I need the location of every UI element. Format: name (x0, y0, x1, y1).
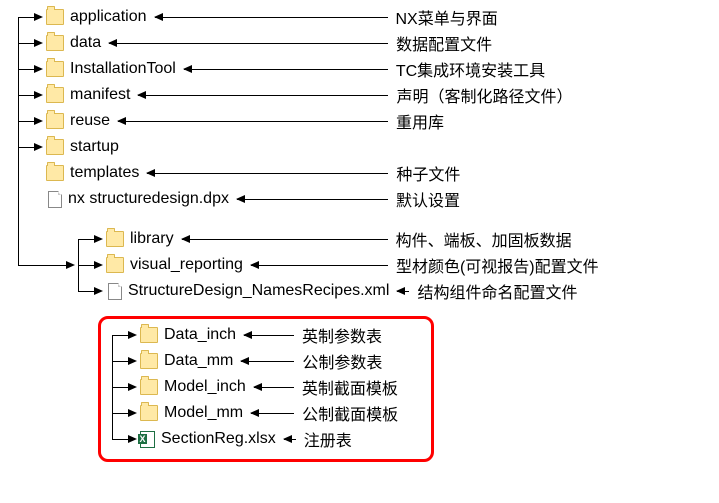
tree-hstub (78, 291, 94, 292)
tree-row: templates 种子文件 (4, 160, 719, 186)
item-name: data (70, 34, 101, 52)
item-name: manifest (70, 86, 130, 104)
item-desc: 种子文件 (396, 161, 460, 185)
file-icon (48, 191, 62, 208)
arrow-line (251, 265, 388, 266)
item-name: InstallationTool (70, 60, 176, 78)
item-desc: 重用库 (396, 109, 444, 133)
item-name: library (130, 230, 174, 248)
item-name: Data_mm (164, 352, 233, 370)
folder-icon (140, 327, 158, 343)
item-desc: 公制参数表 (302, 349, 382, 373)
arrow-line (397, 291, 409, 292)
item-desc: 英制参数表 (302, 323, 382, 347)
tree-row: library 构件、端板、加固板数据 (4, 226, 719, 252)
folder-icon (106, 231, 124, 247)
folder-icon (46, 139, 64, 155)
item-name: nx structuredesign.dpx (68, 190, 229, 208)
tree-hstub (18, 95, 34, 96)
tree-hstub (112, 361, 128, 362)
item-name: Model_mm (164, 404, 243, 422)
arrow-line (284, 439, 296, 440)
tree-hstub (18, 147, 34, 148)
tree-hstub (112, 413, 128, 414)
tree-hstub (18, 121, 34, 122)
tree-row: data 数据配置文件 (4, 30, 719, 56)
folder-icon (46, 35, 64, 51)
item-name: startup (70, 138, 119, 156)
tree-connector-h (18, 265, 66, 266)
item-desc: 默认设置 (396, 187, 460, 211)
item-desc: 注册表 (304, 427, 352, 451)
file-structure-diagram: applicationNX菜单与界面data数据配置文件Installation… (4, 4, 719, 460)
item-desc: 声明（客制化路径文件） (396, 83, 572, 107)
tree-row: InstallationTool TC集成环境安装工具 (4, 56, 719, 82)
item-name: templates (70, 164, 139, 182)
arrow-line (138, 95, 388, 96)
tree-hstub (112, 335, 128, 336)
tree-row: visual_reporting 型材颜色(可视报告)配置文件 (4, 252, 719, 278)
arrow-line (182, 239, 388, 240)
arrow-line (254, 387, 294, 388)
item-name: reuse (70, 112, 110, 130)
folder-icon (46, 87, 64, 103)
file-icon (108, 283, 122, 300)
item-desc: 构件、端板、加固板数据 (396, 227, 572, 251)
tree-row: StructureDesign_NamesRecipes.xml 结构组件命名配置… (4, 278, 719, 304)
item-name: Data_inch (164, 326, 236, 344)
tree-row: startup (4, 134, 719, 160)
folder-icon (46, 165, 64, 181)
tree-hstub (78, 265, 94, 266)
tree-row: reuse 重用库 (4, 108, 719, 134)
item-name: Model_inch (164, 378, 246, 396)
tree-hstub (18, 17, 34, 18)
arrow-line (244, 335, 294, 336)
arrow-line (147, 173, 388, 174)
tree-hstub (18, 69, 34, 70)
item-name: visual_reporting (130, 256, 243, 274)
item-name: application (70, 8, 147, 26)
folder-icon (46, 9, 64, 25)
folder-icon (46, 113, 64, 129)
item-desc: 公制截面模板 (302, 401, 398, 425)
folder-icon (46, 61, 64, 77)
item-desc: 数据配置文件 (396, 31, 492, 55)
arrow-line (237, 199, 388, 200)
folder-icon (140, 405, 158, 421)
tree-hstub (78, 239, 94, 240)
tree-row: application NX菜单与界面 (4, 4, 719, 30)
excel-icon (140, 431, 155, 448)
tree-connector (18, 147, 19, 265)
tree-hstub (112, 387, 128, 388)
arrow-line (241, 361, 294, 362)
tree-hstub (18, 43, 34, 44)
item-desc: 型材颜色(可视报告)配置文件 (396, 253, 599, 277)
tree-hstub (112, 439, 128, 440)
item-desc: 英制截面模板 (302, 375, 398, 399)
item-desc: NX菜单与界面 (396, 5, 498, 29)
folder-icon (140, 379, 158, 395)
arrow-line (184, 69, 388, 70)
arrow-line (251, 413, 294, 414)
tree-row: manifest 声明（客制化路径文件） (4, 82, 719, 108)
item-name: SectionReg.xlsx (161, 430, 276, 448)
folder-icon (106, 257, 124, 273)
item-desc: 结构组件命名配置文件 (417, 279, 577, 303)
tree-row: nx structuredesign.dpx 默认设置 (4, 186, 719, 212)
item-desc: TC集成环境安装工具 (396, 57, 545, 81)
arrow-line (109, 43, 388, 44)
arrow-line (155, 17, 388, 18)
arrow-line (118, 121, 388, 122)
item-name: StructureDesign_NamesRecipes.xml (128, 282, 389, 300)
folder-icon (140, 353, 158, 369)
